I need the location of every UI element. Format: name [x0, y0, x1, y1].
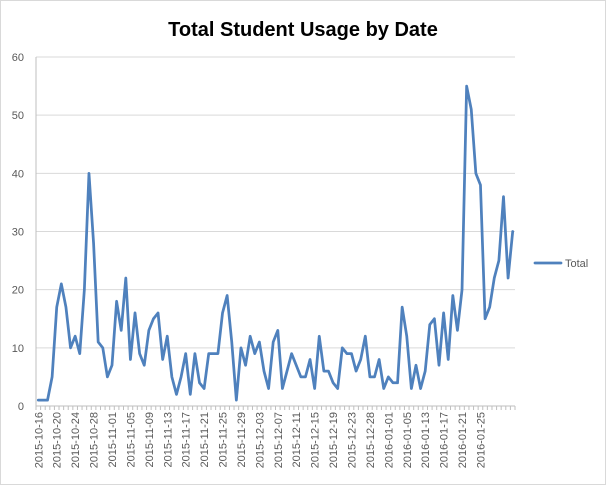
x-tick-label: 2016-01-01: [383, 412, 395, 468]
series-lines: [36, 84, 515, 402]
x-tick-label: 2015-12-07: [273, 412, 285, 468]
x-tick-label: 2015-12-19: [328, 412, 340, 468]
x-tick-label: 2015-12-15: [310, 412, 322, 468]
y-tick-label: 0: [18, 401, 24, 413]
y-axis-tick-labels: 0 10 20 30 40 50 60: [12, 52, 24, 413]
x-tick-label: 2015-10-28: [89, 412, 101, 468]
y-tick-label: 50: [12, 110, 24, 122]
x-tick-label: 2015-11-01: [107, 412, 119, 467]
x-tick-label: 2015-11-17: [181, 412, 193, 467]
x-tick-label: 2015-10-16: [33, 412, 45, 468]
x-tick-label: 2015-12-11: [291, 412, 303, 467]
x-tick-label: 2016-01-21: [457, 412, 469, 468]
x-tick-label: 2015-10-24: [70, 412, 82, 468]
x-tick-label: 2015-11-13: [162, 412, 174, 467]
x-tick-label: 2015-11-25: [218, 412, 230, 467]
x-tick-label: 2016-01-13: [420, 412, 432, 468]
y-tick-label: 40: [12, 168, 24, 180]
chart-title: Total Student Usage by Date: [168, 19, 438, 41]
x-tick-label: 2015-11-09: [144, 412, 156, 467]
y-tick-label: 20: [12, 285, 24, 297]
y-tick-label: 10: [12, 343, 24, 355]
series-points-total: [37, 85, 514, 401]
legend-label-total: Total: [565, 258, 588, 270]
x-axis-tick-labels: 2015-10-16 2015-10-20 2015-10-24 2015-10-28…: [33, 412, 487, 468]
y-tick-label: 60: [12, 52, 24, 64]
x-tick-label: 2015-11-21: [199, 412, 211, 467]
x-tick-label: 2015-10-20: [52, 412, 64, 468]
series-line-total: [36, 84, 515, 402]
x-tick-label: 2015-12-23: [346, 412, 358, 468]
y-tick-label: 30: [12, 227, 24, 239]
x-tick-label: 2016-01-17: [439, 412, 451, 468]
x-tick-label: 2016-01-05: [402, 412, 414, 468]
gridlines: [36, 56, 515, 349]
x-tick-label: 2015-11-05: [125, 412, 137, 467]
x-tick-label: 2015-12-03: [254, 412, 266, 468]
x-tick-label: 2016-01-25: [475, 412, 487, 468]
axes: [35, 57, 516, 410]
legend: Total: [533, 258, 588, 270]
x-tick-label: 2015-12-28: [365, 412, 377, 468]
x-tick-label: 2015-11-29: [236, 412, 248, 467]
